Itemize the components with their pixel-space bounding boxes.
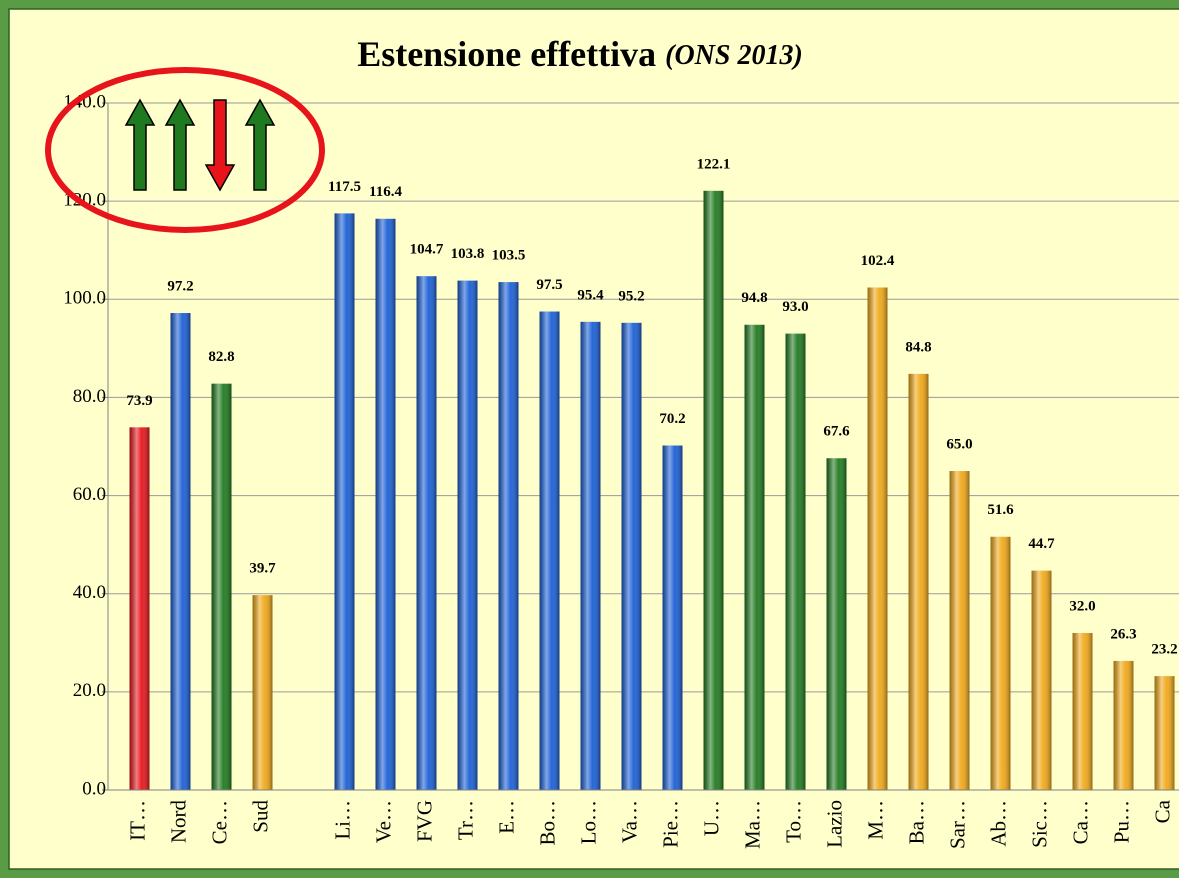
bar-shine bbox=[703, 190, 724, 790]
bar-shine bbox=[498, 282, 519, 790]
x-tick-label: Tr… bbox=[453, 800, 477, 840]
bar-shine bbox=[990, 536, 1011, 790]
x-tick-label: Pie… bbox=[658, 800, 682, 848]
value-label: 39.7 bbox=[249, 561, 276, 577]
value-label: 102.4 bbox=[861, 253, 895, 269]
annotation-arrows bbox=[45, 67, 325, 233]
bar-shine bbox=[211, 383, 232, 790]
x-tick-label: Sud bbox=[248, 800, 272, 833]
plot: 0.020.040.060.080.0100.0120.0140.0IT…73.… bbox=[63, 91, 1179, 849]
value-label: 103.8 bbox=[451, 246, 485, 262]
bar-shine bbox=[1031, 570, 1052, 790]
value-label: 44.7 bbox=[1028, 536, 1055, 552]
y-tick-label: 140.0 bbox=[63, 91, 106, 112]
value-label: 67.6 bbox=[823, 424, 850, 440]
value-label: 93.0 bbox=[782, 299, 808, 315]
value-label: 97.2 bbox=[167, 278, 193, 294]
x-tick-label: Li… bbox=[330, 800, 354, 840]
value-label: 117.5 bbox=[328, 179, 361, 195]
bar-shine bbox=[1154, 676, 1175, 790]
bar-shine bbox=[252, 595, 273, 790]
x-tick-label: Ca… bbox=[1068, 800, 1092, 844]
value-label: 26.3 bbox=[1110, 626, 1136, 642]
x-tick-label: Lo… bbox=[576, 800, 600, 844]
bar-shine bbox=[129, 427, 150, 790]
x-tick-label: Ab… bbox=[986, 800, 1010, 847]
value-label: 104.7 bbox=[410, 242, 444, 258]
arrow-up bbox=[244, 98, 276, 191]
bar-shine bbox=[867, 287, 888, 790]
value-label: 23.2 bbox=[1151, 642, 1177, 658]
x-tick-label: Ve… bbox=[371, 800, 395, 843]
bar-shine bbox=[908, 373, 929, 790]
x-tick-label: Ce… bbox=[207, 800, 231, 844]
value-label: 116.4 bbox=[369, 184, 402, 200]
x-tick-label: IT… bbox=[125, 800, 149, 841]
y-tick-label: 60.0 bbox=[73, 484, 106, 505]
arrow-down bbox=[204, 99, 236, 192]
chart-title: Estensione effettiva (ONS 2013) bbox=[357, 34, 803, 74]
value-label: 97.5 bbox=[536, 277, 562, 293]
arrow-up bbox=[164, 98, 196, 191]
title-text: Estensione effettiva bbox=[357, 34, 656, 74]
value-label: 65.0 bbox=[946, 436, 972, 452]
x-tick-label: To… bbox=[781, 800, 805, 843]
bar-shine bbox=[580, 321, 601, 790]
y-tick-label: 20.0 bbox=[73, 680, 106, 701]
bar-shine bbox=[457, 280, 478, 790]
value-label: 95.2 bbox=[618, 288, 644, 304]
arrow-up bbox=[124, 98, 156, 191]
value-label: 122.1 bbox=[697, 156, 731, 172]
value-label: 84.8 bbox=[905, 339, 931, 355]
bar-shine bbox=[416, 276, 437, 790]
bar-shine bbox=[375, 218, 396, 790]
bar-shine bbox=[744, 324, 765, 790]
bar-shine bbox=[170, 313, 191, 790]
bar-shine bbox=[826, 458, 847, 790]
value-label: 95.4 bbox=[577, 287, 604, 303]
x-tick-label: Ba… bbox=[904, 800, 928, 844]
x-tick-label: E… bbox=[494, 800, 518, 834]
bar-shine bbox=[1113, 660, 1134, 790]
y-tick-label: 40.0 bbox=[73, 582, 106, 603]
x-tick-label: Bo… bbox=[535, 800, 559, 846]
x-tick-label: Lazio bbox=[822, 800, 846, 848]
bar-shine bbox=[785, 333, 806, 790]
x-tick-label: U… bbox=[699, 800, 723, 836]
value-label: 82.8 bbox=[208, 349, 234, 365]
bar-shine bbox=[949, 471, 970, 790]
bar-shine bbox=[539, 311, 560, 790]
x-tick-label: Nord bbox=[166, 800, 190, 844]
highlight-ellipse bbox=[45, 67, 325, 233]
x-tick-label: Va… bbox=[617, 800, 641, 843]
y-tick-label: 80.0 bbox=[73, 386, 106, 407]
subtitle-text: (ONS 2013) bbox=[665, 40, 803, 71]
x-tick-label: FVG bbox=[412, 800, 436, 842]
value-label: 32.0 bbox=[1069, 598, 1095, 614]
x-tick-label: Pu… bbox=[1109, 800, 1133, 843]
value-label: 73.9 bbox=[126, 393, 152, 409]
value-label: 51.6 bbox=[987, 502, 1014, 518]
value-label: 94.8 bbox=[741, 290, 767, 306]
bar-shine bbox=[1072, 632, 1093, 790]
y-tick-label: 0.0 bbox=[82, 778, 106, 799]
value-label: 70.2 bbox=[659, 411, 685, 427]
x-tick-label: Sar… bbox=[945, 800, 969, 849]
x-tick-label: Ma… bbox=[740, 800, 764, 849]
y-tick-label: 100.0 bbox=[63, 288, 106, 309]
bar-shine bbox=[662, 445, 683, 790]
x-tick-label: Sic… bbox=[1027, 800, 1051, 848]
x-tick-label: M… bbox=[863, 800, 887, 840]
bar-shine bbox=[621, 322, 642, 790]
bar-shine bbox=[334, 213, 355, 791]
value-label: 103.5 bbox=[492, 248, 526, 264]
x-tick-label: Ca bbox=[1150, 799, 1174, 823]
